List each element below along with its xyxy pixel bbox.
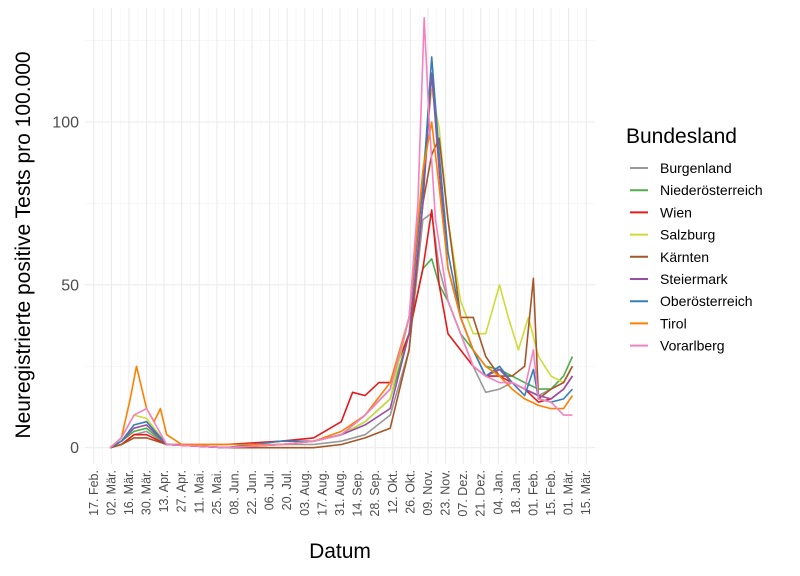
x-tick-label: 31. Aug.: [333, 470, 347, 516]
legend-label: Niederösterreich: [660, 182, 763, 198]
x-tick-label: 09. Nov.: [421, 470, 435, 516]
series-line: [109, 72, 574, 449]
y-tick-label: 100: [52, 115, 79, 132]
x-tick-label: 21. Dez.: [474, 470, 488, 517]
x-axis-title: Datum: [309, 540, 371, 563]
x-tick-label: 01. Mär.: [562, 470, 576, 515]
x-tick-label: 26. Okt.: [403, 470, 417, 514]
legend-label: Steiermark: [660, 271, 729, 287]
y-tick-label: 50: [61, 277, 79, 294]
y-tick-label: 0: [70, 440, 79, 457]
x-tick-label: 15. Mär.: [579, 470, 593, 515]
x-tick-label: 27. Apr.: [175, 470, 189, 512]
series-line: [109, 88, 574, 449]
y-axis-title: Neuregistrierte positive Tests pro 100.0…: [12, 51, 35, 438]
legend-label: Wien: [660, 204, 692, 220]
x-tick-label: 15. Feb.: [544, 470, 558, 516]
x-tick-label: 12. Okt.: [386, 470, 400, 514]
y-axis-ticks: 0 50 100: [52, 115, 79, 458]
x-tick-label: 02. Mär.: [104, 470, 118, 515]
x-tick-label: 17. Aug.: [315, 470, 329, 516]
x-tick-label: 08. Jun.: [227, 470, 241, 514]
legend-label: Oberösterreich: [660, 293, 753, 309]
x-tick-label: 28. Sep.: [368, 470, 382, 517]
x-tick-label: 11. Mai.: [192, 470, 206, 514]
x-tick-label: 04. Jan.: [491, 470, 505, 514]
legend-label: Tirol: [660, 315, 687, 331]
x-tick-label: 30. Mär.: [140, 470, 154, 515]
legend-title: Bundesland: [626, 125, 737, 148]
series-line: [109, 137, 574, 449]
legend-label: Vorarlberg: [660, 338, 725, 354]
x-axis-ticks: 17. Feb. 02. Mär. 16. Mär. 30. Mär. 13. Apr.…: [87, 470, 593, 517]
x-tick-label: 20. Jul.: [280, 470, 294, 510]
x-tick-label: 18. Jan.: [509, 470, 523, 514]
legend-label: Burgenland: [660, 160, 732, 176]
series-line: [109, 257, 574, 449]
x-tick-label: 23. Nov.: [439, 470, 453, 516]
x-tick-label: 13. Apr.: [157, 470, 171, 512]
major-gridlines: [85, 8, 595, 464]
x-tick-label: 07. Dez.: [456, 470, 470, 517]
x-tick-label: 16. Mär.: [122, 470, 136, 515]
x-tick-label: 25. Mai.: [210, 470, 224, 514]
series-line: [109, 212, 574, 449]
series-line: [109, 56, 573, 449]
x-tick-label: 14. Sep.: [351, 470, 365, 517]
x-tick-label: 22. Jun.: [245, 470, 259, 514]
x-tick-label: 06. Jul.: [263, 470, 277, 510]
x-tick-label: 01. Feb.: [526, 470, 540, 516]
series-line: [109, 209, 574, 449]
legend-label: Salzburg: [660, 227, 715, 243]
x-tick-label: 17. Feb.: [87, 470, 101, 516]
minor-gridlines: [85, 8, 595, 464]
series-line: [109, 16, 573, 449]
x-tick-label: 03. Aug.: [298, 470, 312, 516]
legend: Burgenland Niederösterreich Wien Salzburg Kä…: [630, 160, 763, 354]
series-lines: [109, 16, 574, 449]
legend-label: Kärnten: [660, 249, 709, 265]
